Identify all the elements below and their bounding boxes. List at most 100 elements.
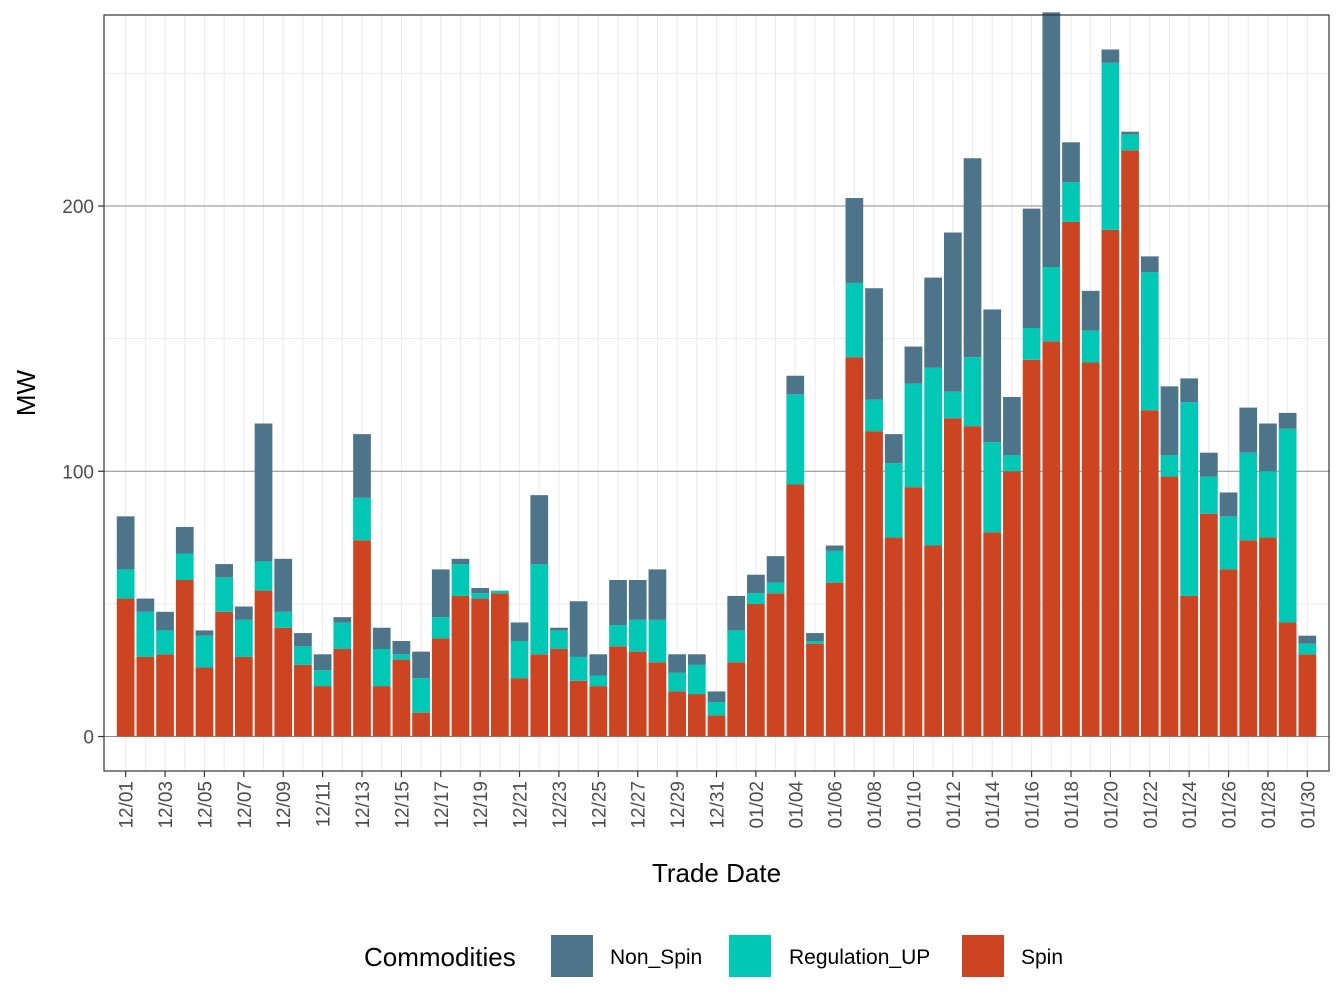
bar-segment-regulation-up xyxy=(451,564,470,596)
bar-segment-non-spin xyxy=(471,587,490,594)
bar-segment-non-spin xyxy=(687,654,706,665)
y-axis-title: MW xyxy=(11,369,41,416)
bar-segment-spin xyxy=(1022,359,1041,737)
bar-segment-regulation-up xyxy=(490,590,509,594)
bar-segment-non-spin xyxy=(136,598,155,612)
bar-segment-spin xyxy=(963,426,982,737)
bar-segment-regulation-up xyxy=(924,367,943,546)
bar-segment-spin xyxy=(313,686,332,737)
bar-segment-spin xyxy=(333,648,352,737)
bar-segment-non-spin xyxy=(215,564,233,578)
bar-segment-regulation-up xyxy=(1042,267,1061,342)
bar-segment-spin xyxy=(766,593,785,737)
bar-segment-spin xyxy=(1239,540,1258,737)
bar-segment-non-spin xyxy=(1121,131,1139,135)
x-tick-label: 12/29 xyxy=(668,781,689,829)
x-tick-label: 12/23 xyxy=(550,781,571,829)
bar-segment-regulation-up xyxy=(747,593,765,604)
x-tick-label: 01/28 xyxy=(1259,781,1280,829)
bar-segment-regulation-up xyxy=(353,497,371,541)
bar-segment-non-spin xyxy=(175,526,194,554)
bar-segment-spin xyxy=(569,680,588,737)
bar-segment-regulation-up xyxy=(825,550,844,583)
bar-segment-spin xyxy=(943,418,962,737)
bar-segment-non-spin xyxy=(1298,635,1317,644)
x-tick-label: 01/06 xyxy=(826,781,847,829)
bar-segment-regulation-up xyxy=(412,678,430,713)
x-tick-label: 12/21 xyxy=(511,781,532,829)
bar-segment-spin xyxy=(1180,595,1199,737)
bar-segment-regulation-up xyxy=(372,648,391,687)
bar-segment-non-spin xyxy=(1180,378,1199,403)
bar-segment-non-spin xyxy=(609,580,627,626)
bar-segment-regulation-up xyxy=(668,672,686,692)
bar-segment-regulation-up xyxy=(195,635,214,668)
bar-segment-non-spin xyxy=(1022,208,1041,329)
x-tick-label: 12/13 xyxy=(353,781,374,829)
bar-segment-regulation-up xyxy=(1278,428,1297,623)
bar-segment-spin xyxy=(471,598,490,737)
bar-segment-non-spin xyxy=(274,558,293,612)
bar-segment-non-spin xyxy=(727,595,746,631)
x-tick-label: 12/11 xyxy=(314,781,335,827)
x-tick-label: 12/05 xyxy=(195,781,216,829)
bar-segment-spin xyxy=(1101,229,1120,737)
bar-segment-spin xyxy=(707,715,726,737)
bar-segment-spin xyxy=(550,648,568,737)
x-tick-label: 12/27 xyxy=(629,781,650,829)
bar-segment-regulation-up xyxy=(1062,182,1080,222)
bar-segment-spin xyxy=(648,662,667,737)
bar-segment-regulation-up xyxy=(313,670,332,687)
x-tick-label: 12/03 xyxy=(156,781,177,829)
bar-segment-spin xyxy=(924,545,943,737)
bar-segment-non-spin xyxy=(1200,452,1218,477)
bar-segment-regulation-up xyxy=(254,561,273,591)
bar-segment-non-spin xyxy=(550,627,568,631)
bar-segment-spin xyxy=(175,580,194,737)
bar-segment-spin xyxy=(116,598,135,737)
x-tick-label: 01/12 xyxy=(944,781,965,829)
bar-segment-spin xyxy=(353,540,371,737)
x-tick-label: 01/14 xyxy=(983,781,1004,829)
x-tick-label: 12/19 xyxy=(471,781,492,829)
bar-segment-regulation-up xyxy=(234,619,253,657)
bar-segment-non-spin xyxy=(431,569,450,618)
bar-segment-non-spin xyxy=(747,574,765,594)
bar-segment-spin xyxy=(825,582,844,737)
bar-segment-spin xyxy=(668,691,686,737)
bar-segment-non-spin xyxy=(1160,386,1179,456)
bar-segment-spin xyxy=(1140,410,1159,737)
bar-segment-non-spin xyxy=(628,580,647,620)
bar-segment-regulation-up xyxy=(727,630,746,663)
bar-segment-non-spin xyxy=(943,232,962,392)
x-tick-label: 12/15 xyxy=(392,781,413,829)
bar-segment-regulation-up xyxy=(884,463,903,538)
bar-segment-non-spin xyxy=(1042,12,1061,268)
bar-segment-regulation-up xyxy=(274,611,293,628)
bar-segment-non-spin xyxy=(451,558,470,565)
bar-segment-non-spin xyxy=(1062,142,1080,183)
bar-segment-non-spin xyxy=(569,601,588,657)
bar-segment-non-spin xyxy=(648,569,667,620)
bar-segment-spin xyxy=(884,537,903,737)
bar-segment-non-spin xyxy=(353,434,371,498)
bar-segment-spin xyxy=(195,667,214,737)
legend-label: Spin xyxy=(1021,946,1063,969)
x-tick-label: 12/31 xyxy=(708,781,729,829)
bar-segment-spin xyxy=(136,656,155,737)
bar-segment-non-spin xyxy=(845,198,864,283)
bar-segment-spin xyxy=(1200,513,1218,737)
x-tick-label: 01/22 xyxy=(1141,781,1162,829)
x-tick-label: 01/18 xyxy=(1062,781,1083,829)
bar-segment-spin xyxy=(156,654,174,737)
bar-segment-non-spin xyxy=(116,516,135,570)
bar-segment-spin xyxy=(392,659,411,737)
bar-segment-non-spin xyxy=(884,434,903,464)
bar-segment-regulation-up xyxy=(156,630,174,655)
bar-segment-spin xyxy=(451,595,470,737)
bar-segment-spin xyxy=(1081,362,1100,737)
y-tick-label: 100 xyxy=(62,462,94,483)
bar-segment-non-spin xyxy=(983,309,1002,443)
x-tick-label: 01/24 xyxy=(1180,781,1201,829)
